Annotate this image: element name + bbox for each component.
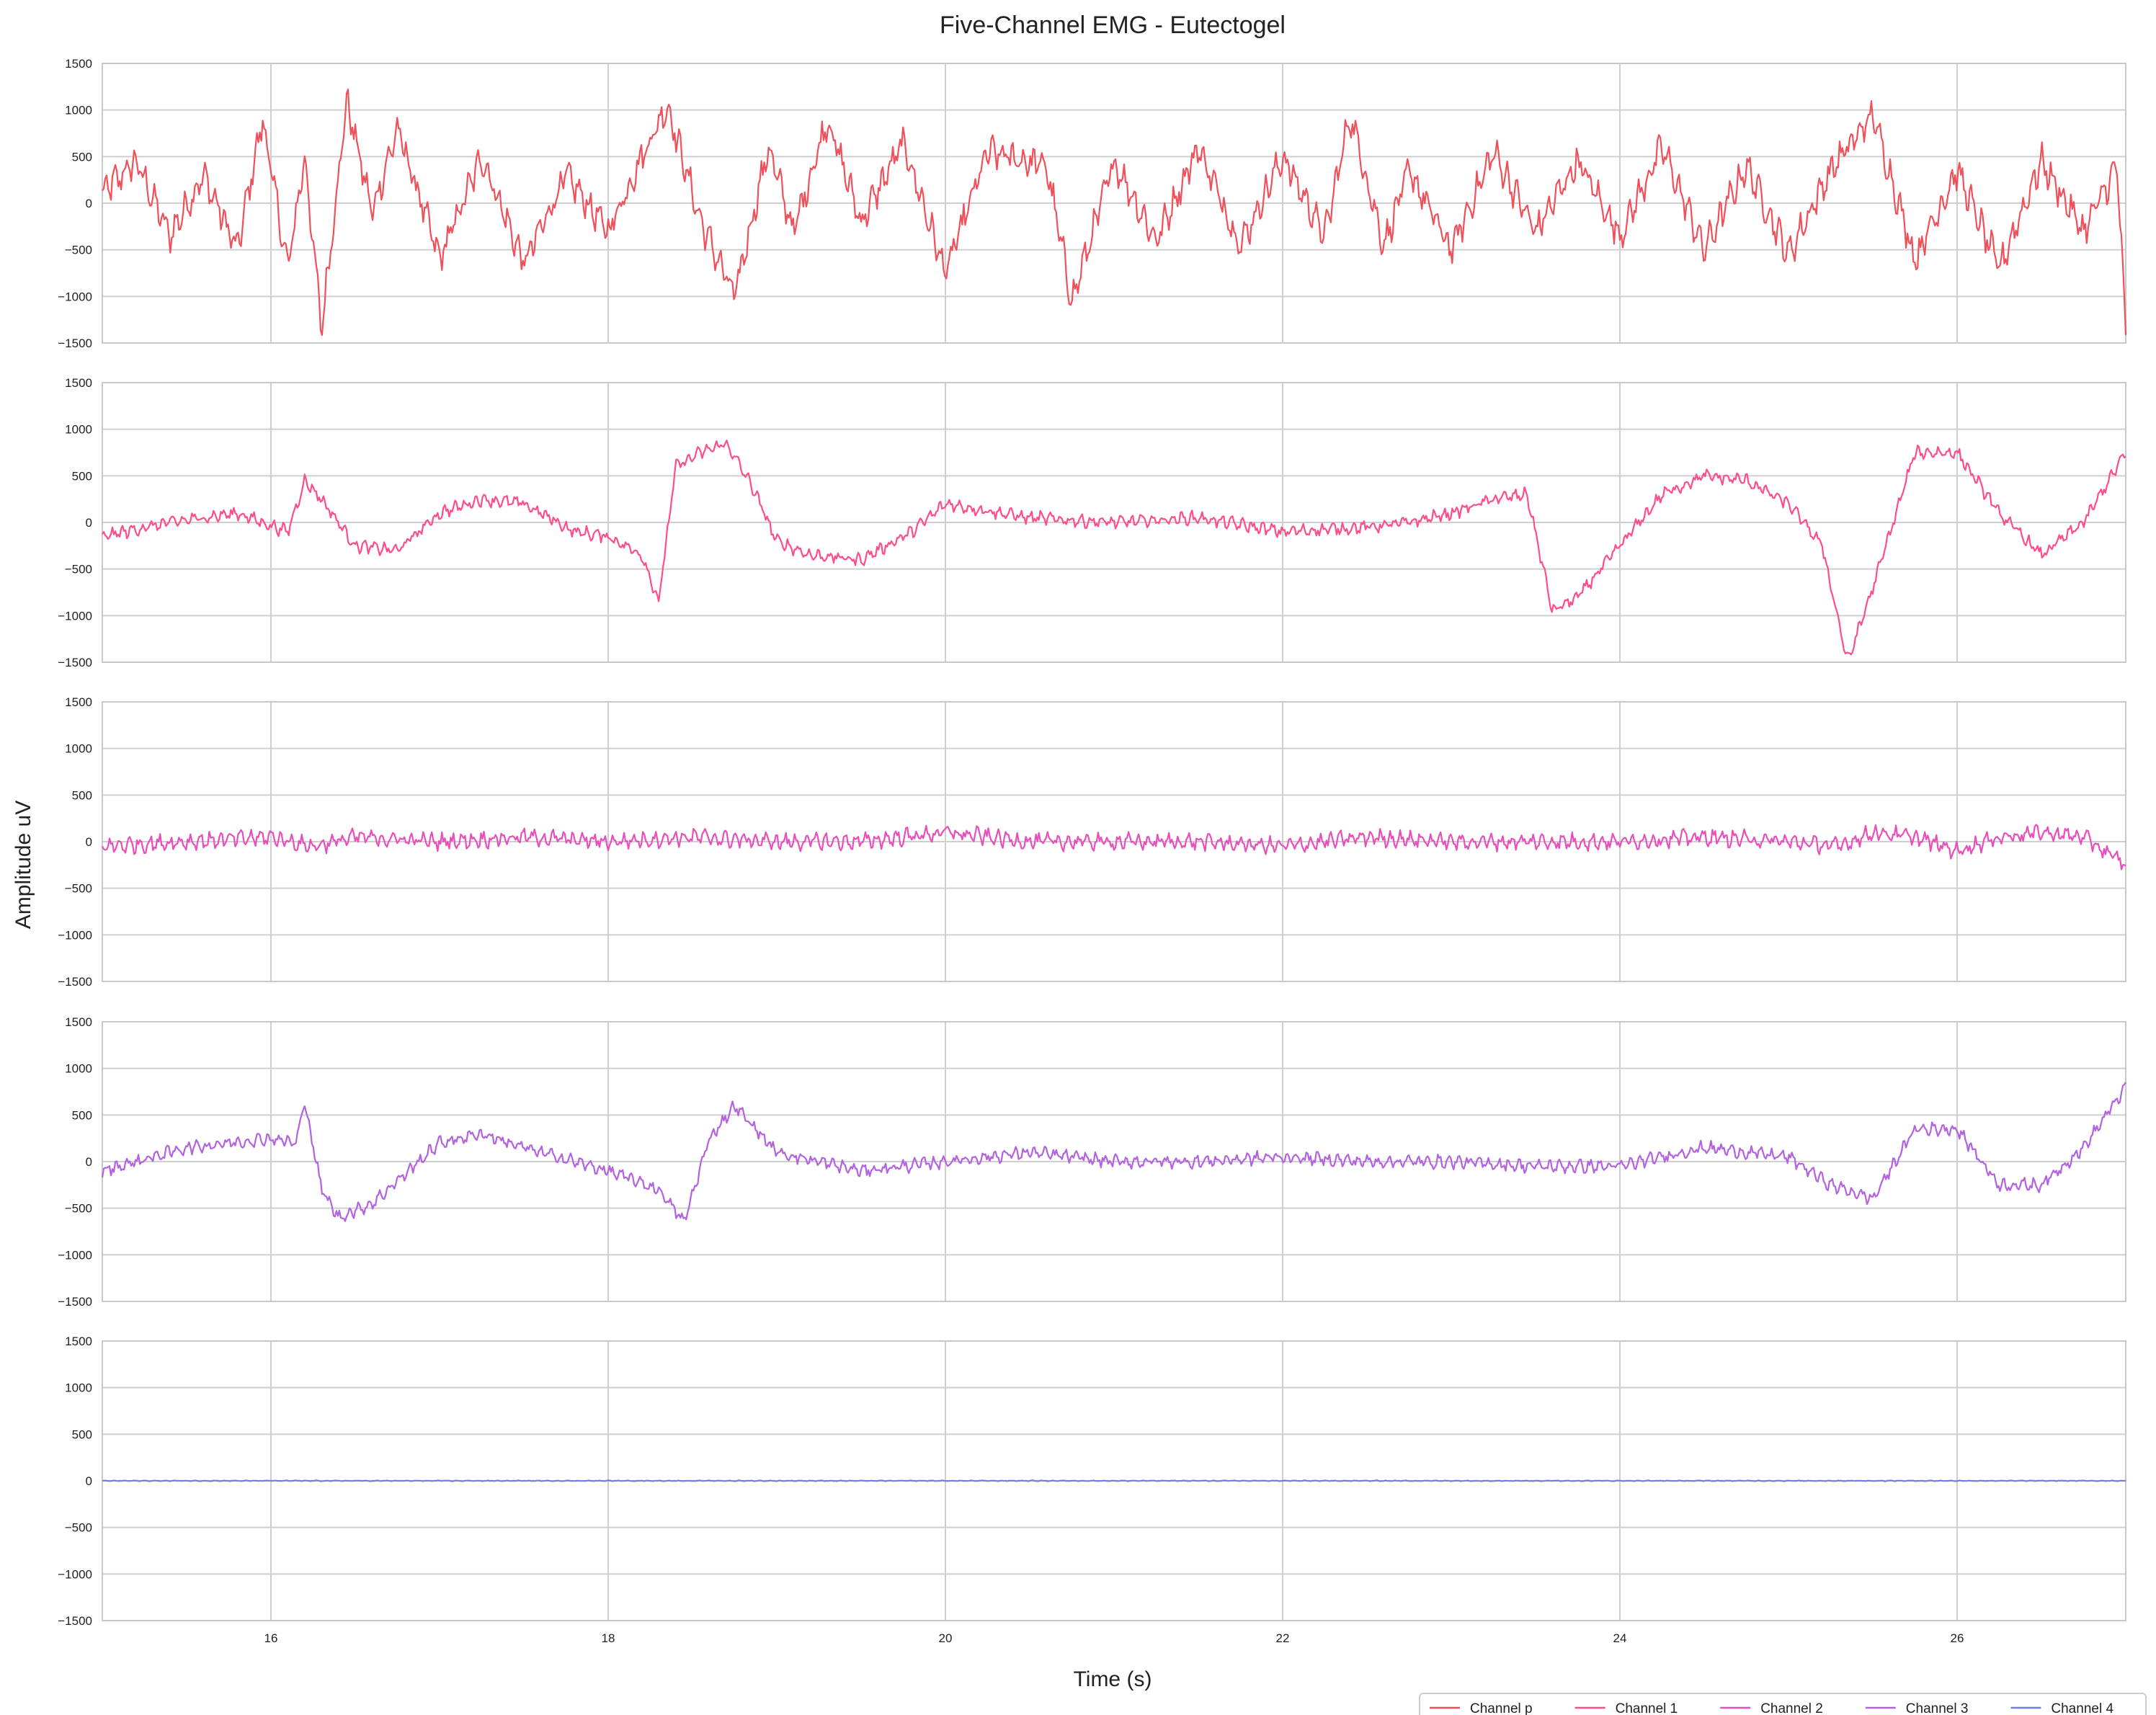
y-tick-label: 1000 — [65, 742, 92, 756]
y-tick-label: 500 — [72, 150, 92, 164]
y-tick-label: 500 — [72, 1108, 92, 1122]
y-tick-label: 0 — [86, 835, 92, 849]
y-tick-label: 0 — [86, 516, 92, 530]
panel-frame — [102, 63, 2126, 344]
y-tick-label: −500 — [65, 1202, 92, 1216]
x-tick-label: 26 — [1951, 1631, 1964, 1645]
x-tick-label: 24 — [1613, 1631, 1627, 1645]
panel-frame — [102, 1021, 2126, 1302]
y-tick-label: −1000 — [58, 290, 92, 303]
y-tick-label: 0 — [86, 1474, 92, 1488]
y-tick-label: −1500 — [58, 1614, 92, 1628]
y-tick-label: −1000 — [58, 1567, 92, 1581]
y-tick-label: 1500 — [65, 1015, 92, 1029]
y-tick-label: −500 — [65, 244, 92, 257]
series-line-channel-4 — [102, 1479, 2126, 1482]
legend-label: Channel 4 — [2051, 1701, 2113, 1715]
y-tick-label: −1500 — [58, 656, 92, 669]
y-tick-label: −1500 — [58, 337, 92, 350]
series-line-channel-2 — [102, 824, 2126, 870]
y-tick-label: −1500 — [58, 975, 92, 989]
y-tick-label: 500 — [72, 1427, 92, 1441]
y-tick-label: 1000 — [65, 423, 92, 437]
series-line-channel-1 — [102, 439, 2126, 656]
y-tick-label: 500 — [72, 469, 92, 483]
y-tick-label: 500 — [72, 788, 92, 802]
channel-panels: −1500 −1000 −500 0 500 1000 1500 −1500 −1000 −500… — [58, 57, 2127, 1645]
x-tick-label: 16 — [264, 1631, 278, 1645]
x-tick-label: 22 — [1276, 1631, 1290, 1645]
x-tick-label: 20 — [939, 1631, 953, 1645]
panel-channel-1: −1500 −1000 −500 0 500 1000 1500 — [58, 376, 2126, 669]
y-tick-label: 1000 — [65, 104, 92, 117]
x-tick-label: 18 — [602, 1631, 615, 1645]
y-tick-label: 1500 — [65, 695, 92, 709]
y-tick-label: 1000 — [65, 1062, 92, 1076]
y-tick-label: 1500 — [65, 57, 92, 71]
y-tick-label: −1000 — [58, 1248, 92, 1262]
y-tick-label: 1500 — [65, 1335, 92, 1348]
panel-channel-2: −1500 −1000 −500 0 500 1000 1500 — [58, 695, 2126, 989]
legend-label: Channel p — [1470, 1701, 1533, 1715]
y-tick-label: 1500 — [65, 376, 92, 390]
legend: Channel p Channel 1 Channel 2 Channel 3 Chan… — [1419, 1693, 2147, 1715]
y-tick-label: 0 — [86, 1155, 92, 1169]
legend-box — [1419, 1693, 2147, 1715]
y-axis-label: Amplitude uV — [12, 801, 35, 929]
panel-channel-0: −1500 −1000 −500 0 500 1000 1500 — [58, 57, 2127, 350]
series-line-channel-3 — [101, 1082, 2126, 1222]
y-tick-label: −500 — [65, 563, 92, 576]
y-tick-label: −1500 — [58, 1295, 92, 1309]
y-tick-label: −1000 — [58, 609, 92, 623]
y-tick-label: −1000 — [58, 928, 92, 942]
panel-channel-4: −1500 −1000 −500 0 500 1000 1500 — [58, 1335, 2126, 1628]
legend-label: Channel 3 — [1906, 1701, 1969, 1715]
y-tick-label: −500 — [65, 1521, 92, 1535]
legend-label: Channel 1 — [1616, 1701, 1678, 1715]
x-axis-label: Time (s) — [1074, 1667, 1152, 1691]
panel-frame — [102, 701, 2126, 982]
panel-frame — [102, 382, 2126, 663]
panel-channel-3: −1500 −1000 −500 0 500 1000 1500 — [58, 1015, 2126, 1309]
y-tick-label: −500 — [65, 882, 92, 896]
y-tick-label: 1000 — [65, 1381, 92, 1395]
series-line-channel-0 — [102, 88, 2127, 337]
legend-label: Channel 2 — [1760, 1701, 1823, 1715]
chart-title: Five-Channel EMG - Eutectogel — [940, 12, 1286, 39]
y-tick-label: 0 — [86, 197, 92, 210]
